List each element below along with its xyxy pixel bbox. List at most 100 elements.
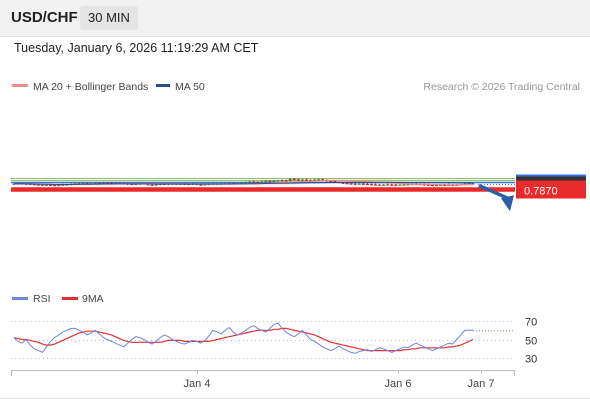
candle-body <box>353 183 357 185</box>
candle-body <box>443 184 447 186</box>
forecast-arrow-head <box>501 195 514 212</box>
rsi-ma-legend-label: 9MA <box>82 293 104 305</box>
candle-body <box>134 183 138 185</box>
time-axis-label: Jan 6 <box>385 378 412 390</box>
candle-body <box>256 181 260 183</box>
candle-body <box>248 181 252 183</box>
time-axis-labels: Jan 4 Jan 6 Jan 7 <box>184 370 495 390</box>
candle-body <box>329 180 333 182</box>
rsi-legend-swatch <box>12 297 28 300</box>
candle-body <box>288 179 292 181</box>
candle-body <box>93 183 97 185</box>
candle-body <box>40 184 44 186</box>
timeframe-button[interactable]: 30 MIN <box>80 6 138 30</box>
support-level-label: 0.7870 <box>524 186 558 198</box>
candle-body <box>394 184 398 186</box>
candle-body <box>361 183 365 185</box>
candle-body <box>77 183 81 185</box>
candle-body <box>430 184 434 186</box>
candle-body <box>434 184 438 186</box>
candle-body <box>369 184 373 186</box>
candle-body <box>252 181 256 183</box>
ma50-legend-label: MA 50 <box>175 81 205 93</box>
price-labels: 0.79700.79550.79350.79240.78850.7870 <box>516 174 586 199</box>
rsi-tick-label: 70 <box>525 317 537 329</box>
candle-body <box>341 182 345 184</box>
candle-body <box>101 182 105 184</box>
moving-averages <box>13 180 473 186</box>
forecast-arrow <box>478 183 514 212</box>
candle-body <box>53 185 57 187</box>
candle-body <box>357 183 361 185</box>
rsi-tick-label: 50 <box>525 336 537 348</box>
timestamp-label: Tuesday, January 6, 2026 11:19:29 AM CET <box>14 41 259 55</box>
candle-body <box>268 181 272 183</box>
candle-body <box>365 183 369 185</box>
time-axis-label: Jan 7 <box>468 378 495 390</box>
ma20-legend-label: MA 20 + Bollinger Bands <box>33 81 148 93</box>
candle-body <box>85 183 89 185</box>
candle-body <box>44 184 48 186</box>
candle-body <box>333 181 337 183</box>
candle-body <box>272 180 276 182</box>
candle-body <box>406 184 410 186</box>
candle-body <box>292 179 296 181</box>
candle-body <box>81 183 85 185</box>
candle-body <box>402 184 406 186</box>
rsi-legend-label: RSI <box>33 293 51 305</box>
candle-body <box>296 179 300 181</box>
candle-body <box>374 184 378 186</box>
candle-body <box>105 182 109 184</box>
candle-body <box>199 184 203 186</box>
rsi-panel: 70 50 30 <box>11 317 537 366</box>
candle-body <box>300 179 304 181</box>
candle-body <box>439 184 443 186</box>
candle-body <box>313 179 317 181</box>
candle-body <box>455 184 459 186</box>
ma50-legend-swatch <box>156 84 170 87</box>
candle-body <box>150 184 154 186</box>
candle-body <box>321 179 325 181</box>
candle-body <box>345 183 349 185</box>
candle-body <box>451 184 455 186</box>
candle-body <box>203 184 207 186</box>
candle-body <box>130 183 134 185</box>
candle-body <box>154 184 158 186</box>
candle-body <box>260 181 264 183</box>
forecast-arrow-line <box>478 183 509 200</box>
rsi-line <box>13 322 473 354</box>
credit-label: Research © 2026 Trading Central <box>423 81 580 93</box>
candle-body <box>349 183 353 185</box>
rsi-tick-label: 30 <box>525 354 537 366</box>
candle-body <box>382 184 386 186</box>
candle-body <box>49 184 53 186</box>
candle-body <box>317 179 321 181</box>
candle-body <box>12 183 16 185</box>
support-label-box <box>516 182 586 199</box>
candle-body <box>32 184 36 186</box>
candle-body <box>426 184 430 186</box>
candle-body <box>61 184 65 186</box>
candle-body <box>36 184 40 186</box>
candle-body <box>304 179 308 181</box>
candle-body <box>398 184 402 186</box>
candle-body <box>264 181 268 183</box>
candle-body <box>386 184 390 186</box>
candle-body <box>284 180 288 182</box>
symbol-label: USD/CHF <box>11 9 78 26</box>
candle-body <box>447 184 451 186</box>
candle-body <box>280 180 284 182</box>
ma20-legend-swatch <box>12 84 28 87</box>
candle-body <box>57 185 61 187</box>
ma50-line <box>13 181 473 185</box>
candle-body <box>309 180 313 182</box>
candle-body <box>244 182 248 184</box>
candle-body <box>378 184 382 186</box>
rsi-ma-legend-swatch <box>62 297 78 300</box>
time-axis-label: Jan 4 <box>184 378 211 390</box>
candle-body <box>276 180 280 182</box>
candle-body <box>24 183 28 185</box>
candle-body <box>97 183 101 185</box>
header-bar: USD/CHF 30 MIN <box>0 0 590 37</box>
